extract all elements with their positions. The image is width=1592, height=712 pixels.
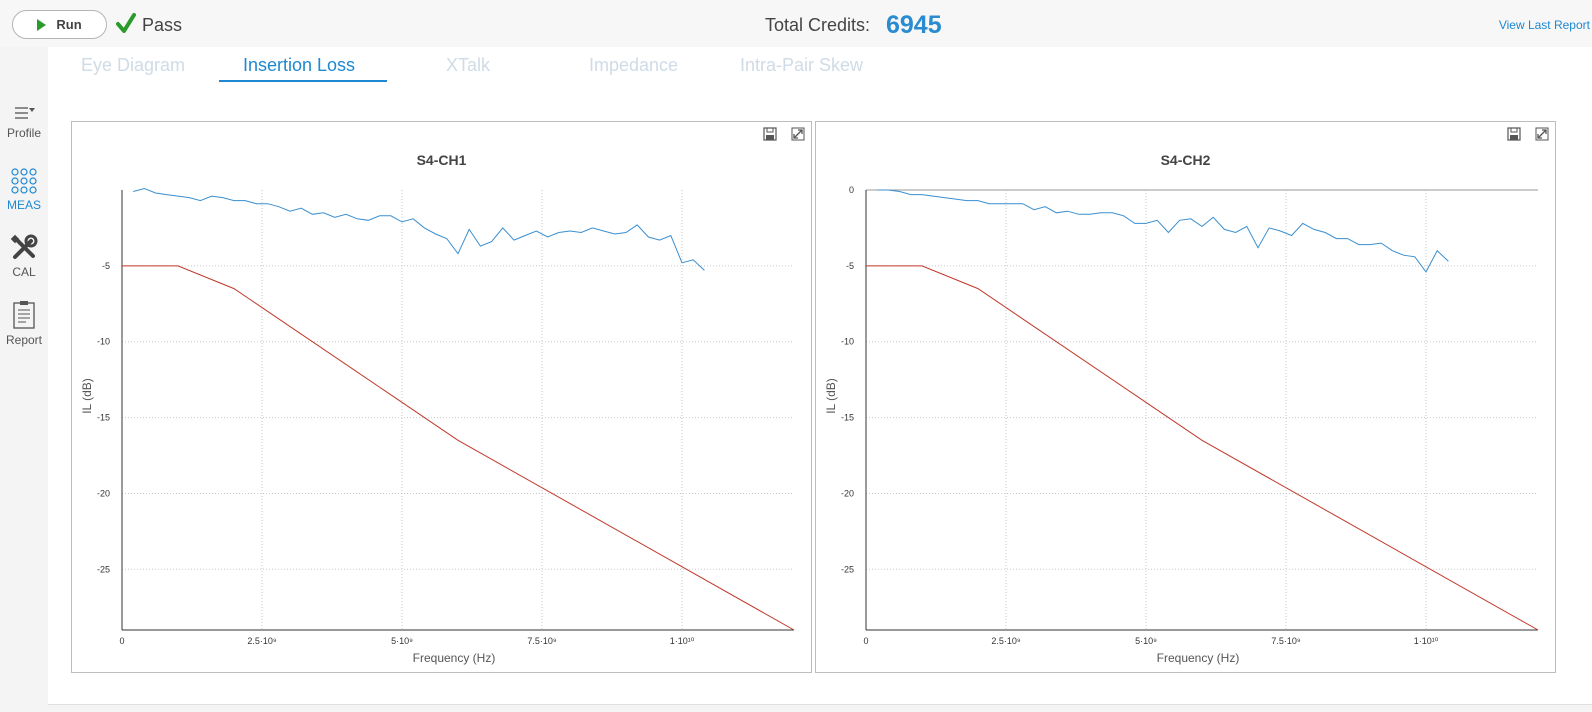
x-tick-label: 2.5·10⁹ — [991, 636, 1021, 646]
expand-icon[interactable] — [1535, 127, 1549, 146]
sidebar-item-label: Report — [5, 333, 43, 347]
sidebar-item-report[interactable]: Report — [0, 300, 48, 347]
expand-icon[interactable] — [791, 127, 805, 146]
y-axis-label: IL (dB) — [80, 378, 94, 414]
y-tick-label: -15 — [841, 413, 854, 423]
y-tick-label: -20 — [97, 488, 110, 498]
sidebar-item-profile[interactable]: Profile — [0, 105, 48, 140]
bottom-strip — [48, 705, 1592, 712]
x-axis-label: Frequency (Hz) — [1157, 651, 1240, 665]
y-tick-label: -5 — [102, 261, 110, 271]
y-tick-label: 0 — [849, 185, 854, 195]
insertion-loss-chart-ch2: 0 2.5·10⁹ 5·10⁹ 7.5·10⁹ 1·10¹⁰ 0 -5 -10 -15 -20 -2… — [824, 185, 1539, 665]
limit-series-line — [122, 265, 795, 631]
sidebar-item-label: MEAS — [6, 198, 41, 212]
y-axis-label: IL (dB) — [824, 378, 838, 414]
measurement-tabs: Eye Diagram Insertion Loss XTalk Impedan… — [48, 47, 1592, 83]
y-tick-label: -25 — [97, 564, 110, 574]
x-tick-label: 0 — [863, 636, 868, 646]
total-credits-value: 6945 — [886, 11, 942, 39]
x-tick-label: 1·10¹⁰ — [670, 636, 695, 646]
view-last-report-link[interactable]: View Last Report — [1498, 18, 1590, 32]
chart-title: S4-CH2 — [1160, 152, 1211, 168]
x-tick-label: 1·10¹⁰ — [1414, 636, 1439, 646]
tab-eye-diagram[interactable]: Eye Diagram — [81, 55, 186, 75]
y-tick-label: -10 — [841, 337, 854, 347]
checkmark-icon — [116, 13, 136, 33]
play-icon — [37, 18, 47, 31]
x-tick-label: 5·10⁹ — [1135, 636, 1157, 646]
y-tick-label: -10 — [97, 337, 110, 347]
x-axis-label: Frequency (Hz) — [413, 651, 496, 665]
tab-intra-pair-skew[interactable]: Intra-Pair Skew — [740, 55, 864, 75]
main-panel: Eye Diagram Insertion Loss XTalk Impedan… — [48, 47, 1592, 705]
x-tick-label: 5·10⁹ — [391, 636, 413, 646]
chart-title: S4-CH1 — [416, 152, 467, 168]
save-icon[interactable] — [762, 127, 777, 146]
total-credits-label: Total Credits: — [765, 15, 871, 35]
run-button-label: Run — [56, 17, 82, 32]
measured-series-line — [877, 189, 1449, 273]
sidebar-item-meas[interactable]: MEAS — [0, 167, 48, 212]
top-toolbar: Run Pass Total Credits: 6945 View Last R… — [0, 0, 1592, 47]
x-tick-label: 7.5·10⁹ — [527, 636, 557, 646]
insertion-loss-chart-ch1: 0 2.5·10⁹ 5·10⁹ 7.5·10⁹ 1·10¹⁰ -5 -10 -15 -20 -25… — [80, 187, 795, 665]
tab-insertion-loss[interactable]: Insertion Loss — [243, 55, 356, 75]
chart-panel-ch1: S4-CH1 0 2.5·10⁹ 5·10⁹ 7.5·10⁹ 1·10¹⁰ -5 -10 -1… — [71, 121, 812, 673]
measured-series-line — [133, 187, 705, 271]
pass-status-label: Pass — [142, 15, 183, 35]
clipboard-icon — [13, 301, 35, 329]
y-tick-label: -5 — [846, 261, 854, 271]
run-button[interactable]: Run — [12, 10, 107, 39]
x-tick-label: 2.5·10⁹ — [247, 636, 277, 646]
save-icon[interactable] — [1506, 127, 1521, 146]
y-tick-label: -25 — [841, 564, 854, 574]
sidebar-item-cal[interactable]: CAL — [0, 234, 48, 279]
tab-xtalk[interactable]: XTalk — [446, 55, 491, 75]
y-tick-label: -20 — [841, 488, 854, 498]
menu-dropdown-icon — [15, 107, 35, 119]
active-tab-indicator — [219, 80, 387, 82]
tools-icon — [10, 234, 38, 259]
chart-panel-ch2: S4-CH2 0 2.5·10⁹ 5·10⁹ 7.5·10⁹ 1·10¹⁰ 0 -5 -10 -… — [815, 121, 1556, 673]
sidebar-item-label: Profile — [6, 126, 41, 140]
dots-grid-icon — [11, 168, 37, 194]
limit-series-line — [866, 265, 1539, 631]
x-tick-label: 0 — [119, 636, 124, 646]
sidebar: Profile MEAS CAL Report — [0, 47, 48, 712]
y-tick-label: -15 — [97, 413, 110, 423]
x-tick-label: 7.5·10⁹ — [1271, 636, 1301, 646]
sidebar-item-label: CAL — [12, 265, 36, 279]
tab-impedance[interactable]: Impedance — [589, 55, 679, 75]
